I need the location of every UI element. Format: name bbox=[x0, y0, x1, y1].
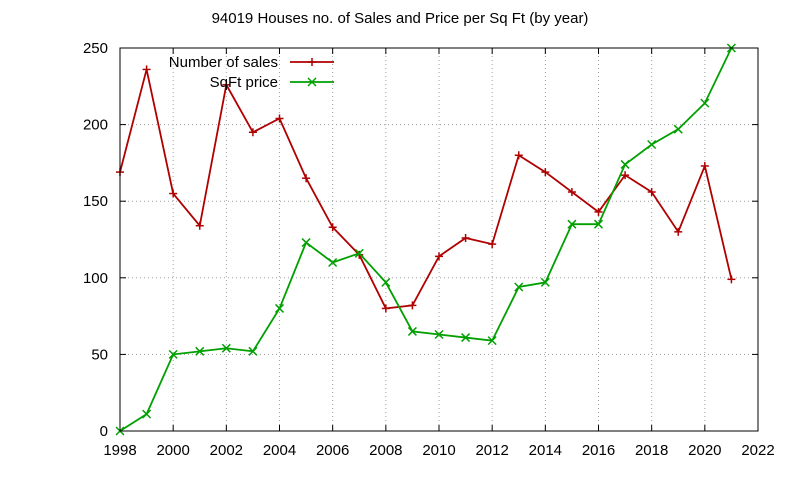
sqft-price-point bbox=[461, 333, 471, 343]
sqft-price-point bbox=[487, 336, 497, 346]
x-tick-label: 2006 bbox=[316, 442, 349, 459]
sqft-price-point bbox=[301, 238, 311, 248]
y-tick-label: 100 bbox=[83, 270, 108, 287]
x-tick-label: 2016 bbox=[582, 442, 615, 459]
legend-label-number-of-sales: Number of sales bbox=[169, 54, 278, 71]
legend: Number of sales SqFt price bbox=[169, 54, 334, 91]
x-tick-label: 2000 bbox=[156, 442, 189, 459]
sqft-price-point bbox=[540, 277, 550, 287]
sqft-price-point bbox=[567, 219, 577, 229]
sqft-price-point bbox=[673, 124, 683, 134]
sqft-price-point bbox=[593, 219, 604, 229]
x-tick-label: 1998 bbox=[103, 442, 136, 459]
axis-ticks bbox=[119, 47, 759, 432]
x-tick-label: 2020 bbox=[688, 442, 721, 459]
x-tick-label: 2008 bbox=[369, 442, 402, 459]
series-lines bbox=[115, 43, 736, 436]
legend-marker-sqft-price bbox=[307, 77, 317, 87]
sqft-price-point bbox=[354, 248, 364, 258]
sqft-price-point bbox=[620, 159, 630, 169]
x-tick-label: 2022 bbox=[741, 442, 774, 459]
sqft-price-point bbox=[274, 303, 285, 313]
sqft-price-point bbox=[381, 277, 391, 287]
chart-title: 94019 Houses no. of Sales and Price per … bbox=[212, 10, 589, 27]
grid-lines bbox=[120, 48, 758, 431]
y-tick-label: 200 bbox=[83, 117, 108, 134]
sqft-price-series bbox=[115, 43, 736, 436]
sqft-price-line bbox=[119, 47, 733, 432]
sqft-price-point bbox=[434, 329, 444, 340]
sqft-price-point bbox=[514, 282, 524, 292]
sqft-price-point bbox=[195, 346, 205, 356]
sqft-price-point bbox=[647, 139, 657, 150]
sqft-price-point bbox=[248, 346, 258, 356]
number-of-sales-series bbox=[116, 65, 736, 313]
sqft-price-point bbox=[142, 409, 152, 419]
sqft-price-point bbox=[328, 257, 338, 268]
y-tick-label: 250 bbox=[83, 40, 108, 57]
x-tick-label: 2012 bbox=[475, 442, 508, 459]
x-tick-label: 2002 bbox=[210, 442, 243, 459]
sqft-price-point bbox=[168, 349, 178, 359]
tick-labels: 1998 2000 2002 2004 2006 2008 2010 2012 2014 2016… bbox=[83, 40, 775, 459]
sqft-price-point bbox=[700, 98, 710, 108]
y-tick-label: 150 bbox=[83, 193, 108, 210]
number-of-sales-line bbox=[119, 69, 733, 310]
x-tick-label: 2004 bbox=[263, 442, 296, 459]
sqft-price-point bbox=[407, 326, 417, 336]
x-tick-label: 2018 bbox=[635, 442, 668, 459]
legend-label-sqft-price: SqFt price bbox=[210, 74, 278, 91]
y-tick-label: 50 bbox=[91, 346, 108, 363]
y-tick-label: 0 bbox=[100, 423, 108, 440]
x-tick-label: 2010 bbox=[422, 442, 455, 459]
sqft-price-point bbox=[221, 343, 231, 353]
plot-frame bbox=[119, 47, 759, 432]
x-tick-label: 2014 bbox=[529, 442, 562, 459]
